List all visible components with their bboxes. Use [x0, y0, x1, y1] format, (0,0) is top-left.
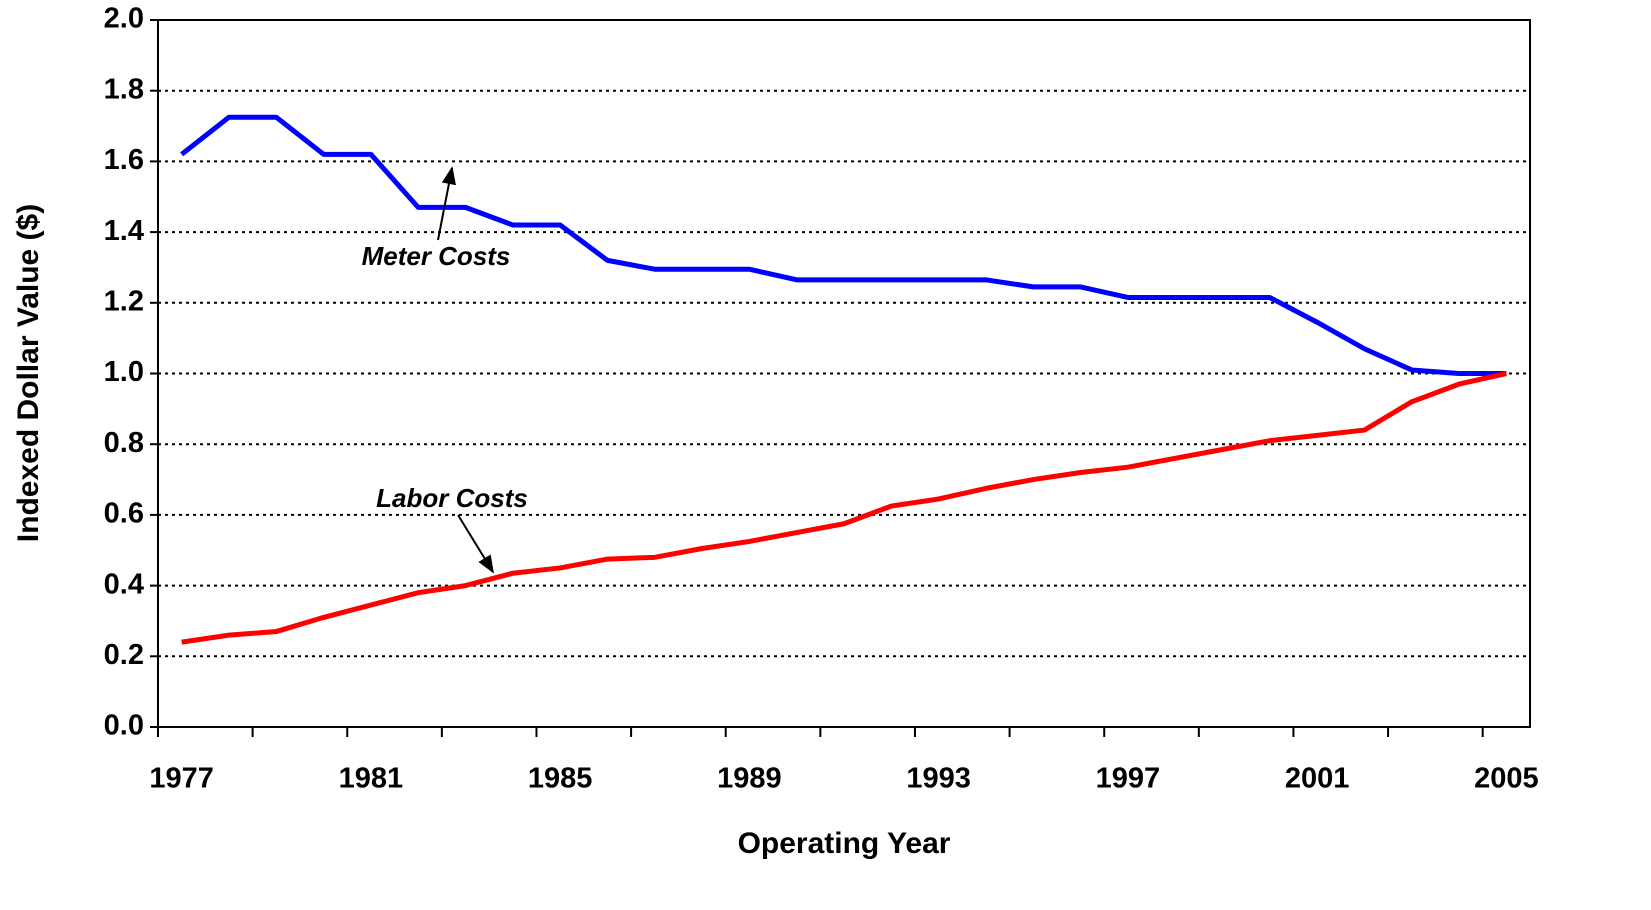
series-line	[180, 114, 1507, 376]
y-tick-label: 0.4	[104, 568, 144, 600]
y-axis-title: Indexed Dollar Value ($)	[12, 204, 45, 542]
y-tick-label: 1.8	[104, 73, 144, 105]
annotation-arrow	[437, 166, 456, 241]
x-tick-label: 1981	[339, 763, 404, 795]
x-tick-label: 1977	[149, 763, 214, 795]
x-tick-label: 2001	[1285, 763, 1350, 795]
x-tick-label: 1993	[906, 763, 971, 795]
series-line	[181, 371, 1507, 645]
y-tick-label: 0.8	[104, 427, 144, 459]
x-axis-title: Operating Year	[738, 827, 951, 860]
y-tick-label: 1.4	[104, 215, 144, 247]
y-tick-label: 1.0	[104, 356, 144, 388]
y-tick-label: 2.0	[104, 3, 144, 35]
y-tick-label: 0.0	[104, 710, 144, 742]
annotation: Meter Costs	[362, 241, 511, 271]
plot-border	[157, 19, 1531, 728]
y-tick-label: 0.6	[104, 498, 144, 530]
x-tick-label: 1997	[1096, 763, 1161, 795]
x-tick-label: 1985	[528, 763, 593, 795]
annotation-arrow	[457, 514, 494, 574]
x-tick-label: 1989	[717, 763, 782, 795]
x-tick-label: 2005	[1474, 763, 1539, 795]
y-tick-label: 1.2	[104, 285, 144, 317]
y-tick-label: 0.2	[104, 639, 144, 671]
annotation: Labor Costs	[376, 483, 528, 513]
y-tick-label: 1.6	[104, 144, 144, 176]
